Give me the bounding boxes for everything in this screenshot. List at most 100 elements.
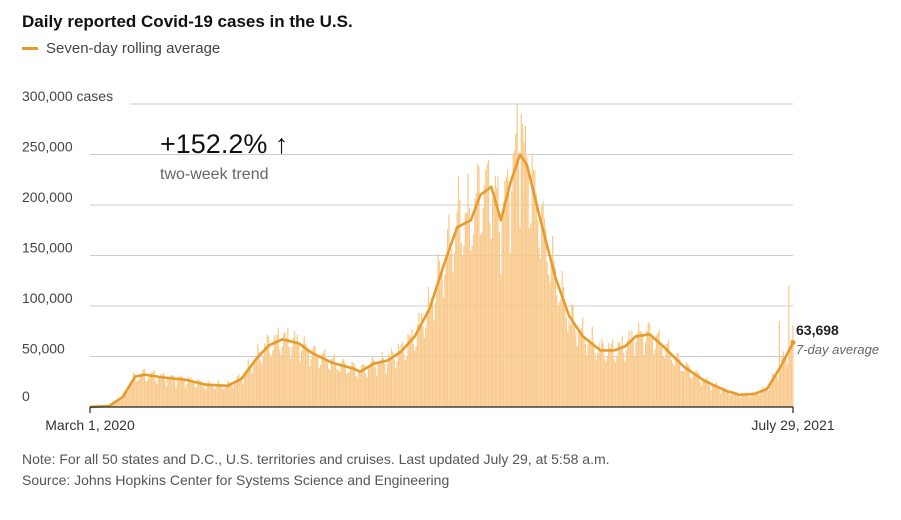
- daily-case-bar: [520, 114, 522, 407]
- daily-case-bar: [259, 360, 262, 407]
- daily-case-bar: [138, 379, 140, 407]
- daily-case-bar: [354, 364, 356, 407]
- daily-case-bar: [188, 378, 191, 407]
- daily-case-bar: [659, 346, 662, 407]
- chart-source: Source: Johns Hopkins Center for Systems…: [22, 472, 450, 488]
- daily-case-bar: [452, 272, 454, 407]
- daily-case-bar: [554, 267, 557, 407]
- daily-case-bar: [478, 166, 480, 407]
- daily-case-bar: [463, 245, 465, 407]
- daily-case-bar: [449, 253, 451, 407]
- daily-case-bar: [715, 382, 718, 407]
- daily-case-bar: [699, 381, 701, 407]
- daily-case-bar: [134, 374, 136, 407]
- daily-case-bar: [158, 376, 161, 407]
- daily-case-bar: [274, 339, 277, 407]
- daily-case-bar: [362, 364, 364, 407]
- daily-case-bar: [212, 387, 214, 407]
- daily-case-bar: [602, 342, 604, 407]
- y-tick-label-bg: [20, 88, 130, 106]
- daily-case-bar: [688, 365, 690, 407]
- daily-case-bar: [530, 223, 532, 407]
- daily-case-bar: [658, 329, 660, 407]
- daily-case-bar: [119, 399, 121, 407]
- daily-case-bar: [790, 339, 793, 407]
- daily-case-bar: [371, 356, 374, 407]
- daily-case-bar: [556, 295, 558, 407]
- daily-case-bar: [287, 327, 289, 407]
- daily-case-bar: [416, 324, 419, 407]
- daily-case-bar: [781, 356, 783, 407]
- daily-case-bar: [296, 334, 299, 407]
- y-tick-label-bg: [20, 290, 82, 308]
- trend-up-arrow-icon: ↑: [274, 129, 289, 159]
- daily-case-bar: [305, 343, 307, 407]
- daily-case-bar: [616, 355, 618, 407]
- daily-case-bar: [527, 172, 529, 407]
- daily-case-bar: [193, 382, 195, 407]
- daily-case-bar: [537, 220, 539, 407]
- daily-case-bar: [487, 159, 490, 407]
- daily-case-bar: [294, 330, 296, 407]
- daily-case-bar: [223, 389, 225, 407]
- daily-case-bar: [415, 345, 417, 407]
- daily-case-bar: [636, 333, 638, 407]
- daily-case-bar: [605, 362, 607, 407]
- daily-case-bar: [717, 385, 719, 407]
- daily-case-bar: [666, 343, 668, 407]
- daily-case-bar: [356, 377, 359, 407]
- daily-case-bar: [730, 394, 733, 407]
- daily-case-bar: [606, 356, 608, 407]
- daily-case-bar: [485, 169, 487, 407]
- daily-case-bar: [534, 170, 536, 407]
- daily-case-bar: [586, 355, 588, 407]
- daily-case-bar: [128, 388, 131, 407]
- daily-case-bar: [558, 301, 561, 407]
- daily-case-bar: [573, 322, 576, 407]
- daily-case-bar: [751, 392, 753, 407]
- x-tick-label-start: March 1, 2020: [45, 417, 135, 433]
- daily-case-bar: [709, 385, 711, 407]
- daily-case-bar: [318, 368, 320, 407]
- daily-case-bar: [623, 352, 625, 407]
- daily-case-bar: [265, 348, 267, 407]
- daily-case-bar: [291, 347, 293, 407]
- daily-case-bar: [156, 384, 158, 407]
- daily-case-bar: [377, 362, 379, 407]
- daily-case-bar: [203, 388, 206, 407]
- daily-case-bar: [650, 336, 652, 407]
- daily-case-bar: [780, 367, 782, 407]
- daily-case-bar: [669, 352, 671, 407]
- daily-case-bar: [179, 377, 181, 407]
- daily-case-bar: [578, 332, 580, 407]
- daily-case-bar: [792, 324, 794, 407]
- daily-case-bar: [270, 357, 273, 407]
- daily-case-bar: [492, 198, 494, 407]
- daily-case-bar: [774, 375, 776, 407]
- daily-case-bar: [677, 352, 679, 407]
- daily-case-bar: [178, 376, 180, 407]
- daily-case-bar: [255, 358, 258, 407]
- daily-case-bar: [468, 207, 471, 407]
- daily-case-bar: [613, 358, 615, 407]
- daily-case-bar: [292, 338, 294, 407]
- daily-case-bar: [284, 331, 286, 407]
- daily-case-bar: [711, 384, 713, 407]
- daily-case-bar: [460, 243, 462, 407]
- daily-case-bar: [247, 359, 249, 407]
- daily-case-bar: [532, 170, 535, 407]
- daily-case-bar: [440, 275, 442, 407]
- daily-case-bar: [130, 382, 132, 407]
- daily-case-bar: [335, 362, 337, 407]
- daily-case-bar: [410, 337, 412, 407]
- y-tick-label-bg: [20, 138, 82, 157]
- daily-case-bar: [370, 360, 372, 407]
- daily-case-bar: [451, 248, 453, 407]
- daily-case-bar: [595, 360, 597, 407]
- daily-case-bar: [724, 390, 726, 407]
- daily-case-bar: [395, 368, 397, 407]
- daily-case-bar: [392, 352, 394, 407]
- daily-case-bar: [722, 387, 724, 407]
- daily-case-bar: [470, 250, 472, 407]
- daily-case-bar: [126, 392, 128, 407]
